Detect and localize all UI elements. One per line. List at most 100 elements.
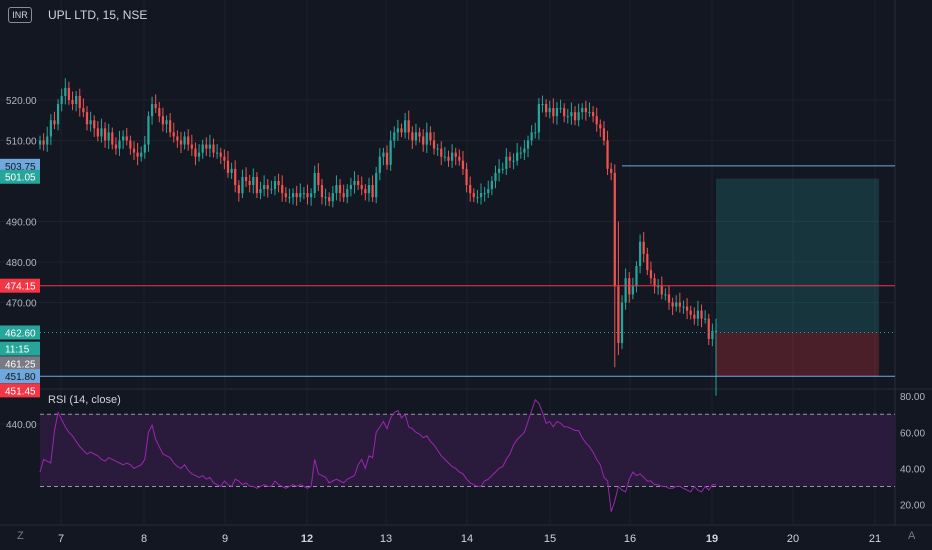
- candle-body: [559, 108, 562, 110]
- candle-body: [552, 108, 555, 117]
- candle-body: [577, 112, 580, 121]
- candle-body: [407, 120, 410, 133]
- candle-body: [400, 128, 403, 133]
- candle-body: [649, 270, 653, 279]
- candle-body: [313, 172, 316, 194]
- candle-body: [136, 152, 139, 157]
- candle-body: [447, 156, 450, 161]
- position-loss-zone: [716, 332, 879, 377]
- price-label-text: 11:15: [5, 345, 30, 356]
- candle-body: [563, 108, 566, 117]
- candle-body: [320, 185, 324, 198]
- candle-body: [497, 168, 501, 173]
- candle-body: [324, 197, 327, 199]
- price-label-text: 474.15: [5, 282, 36, 293]
- price-label-badge: [0, 278, 40, 293]
- currency-badge[interactable]: INR: [8, 7, 32, 23]
- candle-body: [176, 136, 179, 141]
- candle-body: [161, 116, 165, 125]
- price-label-badge: [0, 369, 40, 384]
- candle-body: [393, 132, 396, 141]
- candle-body: [38, 140, 42, 145]
- candle-body: [523, 148, 526, 153]
- rsi-line: [39, 398, 716, 512]
- candle-body: [53, 120, 56, 125]
- candle-body: [252, 176, 255, 186]
- candle-body: [667, 294, 671, 303]
- candle-body: [56, 104, 60, 125]
- x-tick-label: 13: [380, 533, 392, 545]
- candle-body: [591, 112, 595, 117]
- candle-body: [85, 112, 89, 125]
- rsi-indicator-title[interactable]: RSI (14, close): [48, 394, 121, 406]
- price-label-badge: [0, 341, 40, 356]
- candle-body: [291, 193, 295, 198]
- candle-body: [436, 148, 439, 150]
- candle-body: [711, 330, 714, 339]
- candle-body: [288, 197, 291, 199]
- candle-body: [599, 124, 602, 129]
- candle-body: [617, 286, 620, 343]
- candle-body: [714, 330, 718, 332]
- candle-body: [205, 144, 208, 149]
- candle-body: [364, 189, 367, 194]
- candle-body: [216, 152, 219, 154]
- candle-body: [259, 189, 262, 194]
- candle-body: [150, 104, 154, 117]
- candle-body: [516, 152, 519, 161]
- y-tick-label: 520.00: [6, 96, 37, 107]
- candle-body: [78, 95, 81, 109]
- candle-body: [223, 156, 226, 161]
- candle-body: [302, 193, 306, 195]
- y-tick-label: 470.00: [6, 299, 37, 310]
- candle-body: [696, 310, 700, 319]
- candle-body: [396, 128, 400, 133]
- candle-body: [158, 108, 161, 117]
- y-tick-label: 490.00: [6, 218, 37, 229]
- candle-body: [194, 148, 197, 157]
- candle-body: [270, 189, 273, 191]
- candle-body: [657, 286, 660, 288]
- x-tick-label: 9: [222, 533, 228, 545]
- auto-scale-button[interactable]: A: [908, 530, 916, 542]
- candle-body: [675, 302, 678, 307]
- candle-body: [183, 136, 186, 145]
- candle-body: [107, 132, 110, 141]
- candle-body: [704, 318, 707, 320]
- candle-body: [678, 302, 681, 307]
- candle-body: [707, 318, 710, 339]
- candle-body: [544, 104, 548, 113]
- candle-body: [476, 197, 479, 199]
- candle-body: [566, 116, 569, 118]
- candle-body: [310, 193, 313, 198]
- candle-body: [335, 185, 338, 194]
- candle-body: [367, 185, 371, 194]
- candle-body: [620, 302, 624, 343]
- candle-body: [689, 310, 692, 315]
- candle-body: [483, 193, 486, 195]
- candle-body: [241, 176, 244, 194]
- candle-body: [263, 185, 266, 190]
- candle-body: [418, 132, 421, 137]
- zoom-toggle-button[interactable]: Z: [17, 530, 24, 542]
- candle-body: [429, 132, 432, 141]
- candle-body: [646, 253, 649, 271]
- candle-body: [682, 306, 685, 308]
- candle-body: [541, 104, 544, 106]
- candle-body: [512, 160, 515, 162]
- candle-body: [284, 193, 287, 198]
- candle-body: [375, 172, 378, 198]
- candle-body: [487, 189, 490, 194]
- x-tick-label: 15: [544, 533, 556, 545]
- candle-body: [519, 152, 522, 154]
- candle-body: [234, 168, 237, 186]
- price-label-text: 461.25: [5, 359, 36, 370]
- candle-body: [111, 132, 114, 145]
- candle-body: [143, 144, 146, 153]
- candle-body: [100, 128, 103, 137]
- y-tick-label: 440.00: [6, 420, 37, 431]
- candle-body: [360, 185, 363, 190]
- x-tick-label: 8: [141, 533, 147, 545]
- candle-body: [299, 193, 302, 198]
